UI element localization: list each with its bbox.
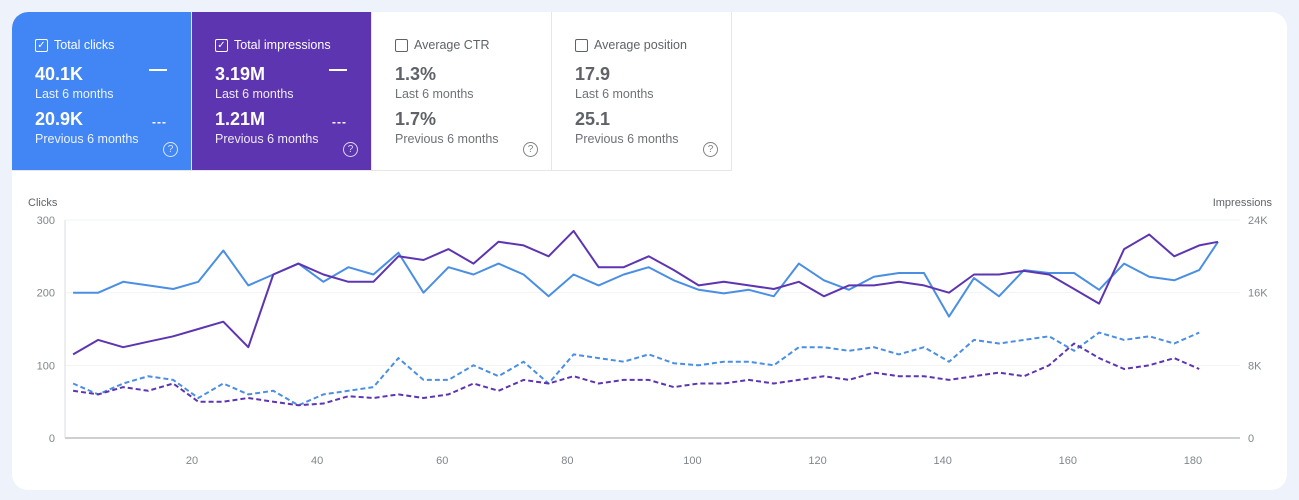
metric-value: 3.19M (215, 64, 266, 84)
checkbox-empty-icon[interactable] (575, 38, 588, 52)
metric-prev-value: 20.9K (35, 109, 84, 129)
help-circle-icon[interactable]: ? (523, 142, 538, 157)
y-axis-title-clicks: Clicks (28, 197, 58, 209)
checkbox-checked-icon[interactable]: ✓ (35, 38, 48, 52)
help-circle-icon[interactable]: ? (703, 142, 718, 157)
series-line-impressions-previous (72, 342, 1200, 407)
series-line-clicks-current (73, 241, 1219, 318)
metric-tile-average-position[interactable]: Average position 17.9 Last 6 months 25.1… (552, 12, 732, 171)
metric-prev-value: 1.21M (215, 109, 266, 129)
x-tick-label: 140 (934, 455, 952, 467)
metric-period: Last 6 months (575, 87, 654, 101)
y-tick-label: 100 (37, 360, 55, 372)
y-tick-label: 0 (49, 433, 55, 445)
series-line-clicks-previous (72, 331, 1200, 407)
metric-tile-total-clicks[interactable]: ✓ Total clicks 40.1K Last 6 months 20.9K … (12, 12, 192, 171)
y2-tick-label: 24K (1248, 215, 1268, 227)
x-tick-label: 80 (561, 455, 573, 467)
metric-label: Total clicks (54, 38, 115, 52)
y2-tick-label: 16K (1248, 288, 1268, 300)
help-circle-icon[interactable]: ? (343, 142, 358, 157)
metric-prev-period: Previous 6 months (395, 132, 499, 146)
metric-period: Last 6 months (35, 87, 114, 101)
metric-tile-average-ctr[interactable]: Average CTR 1.3% Last 6 months 1.7% Prev… (372, 12, 552, 171)
y2-tick-label: 0 (1248, 433, 1254, 445)
y-axis-title-impressions: Impressions (1212, 197, 1272, 209)
metric-tile-total-impressions[interactable]: ✓ Total impressions 3.19M Last 6 months 1… (192, 12, 372, 171)
help-circle-icon[interactable]: ? (163, 142, 178, 157)
checkbox-empty-icon[interactable] (395, 38, 408, 52)
y2-tick-label: 8K (1248, 360, 1262, 372)
y-tick-label: 200 (37, 288, 55, 300)
x-tick-label: 40 (311, 455, 323, 467)
metric-period: Last 6 months (395, 87, 474, 101)
metric-tiles: ✓ Total clicks 40.1K Last 6 months 20.9K … (12, 12, 732, 171)
metric-value: 17.9 (575, 64, 611, 84)
x-tick-label: 60 (436, 455, 448, 467)
performance-chart: 0 0 100 8K 200 16K 300 24K 20 40 60 80 100 120 140 160 1… (37, 215, 1269, 467)
metric-label: Average position (594, 38, 687, 52)
metric-prev-value: 25.1 (575, 109, 611, 129)
metric-period: Last 6 months (215, 87, 294, 101)
y-tick-label: 300 (37, 215, 55, 227)
metric-value: 1.3% (395, 64, 437, 84)
metric-value: 40.1K (35, 64, 84, 84)
metric-prev-period: Previous 6 months (35, 132, 139, 146)
metric-prev-period: Previous 6 months (215, 132, 319, 146)
dashed-line-legend-icon: --- (332, 115, 347, 129)
series-line-impressions-current (72, 229, 1219, 356)
dashed-line-legend-icon: --- (152, 115, 167, 129)
metric-prev-value: 1.7% (395, 109, 437, 129)
x-tick-label: 120 (808, 455, 826, 467)
x-tick-label: 180 (1184, 455, 1202, 467)
solid-line-legend-icon (329, 69, 347, 71)
metric-prev-period: Previous 6 months (575, 132, 679, 146)
checkbox-checked-icon[interactable]: ✓ (215, 38, 228, 52)
solid-line-legend-icon (149, 69, 167, 71)
performance-card: ✓ Total clicks 40.1K Last 6 months 20.9K … (12, 12, 1287, 490)
x-tick-label: 100 (683, 455, 701, 467)
x-tick-label: 20 (186, 455, 198, 467)
metric-label: Total impressions (234, 38, 331, 52)
metric-label: Average CTR (414, 38, 490, 52)
x-tick-label: 160 (1059, 455, 1077, 467)
